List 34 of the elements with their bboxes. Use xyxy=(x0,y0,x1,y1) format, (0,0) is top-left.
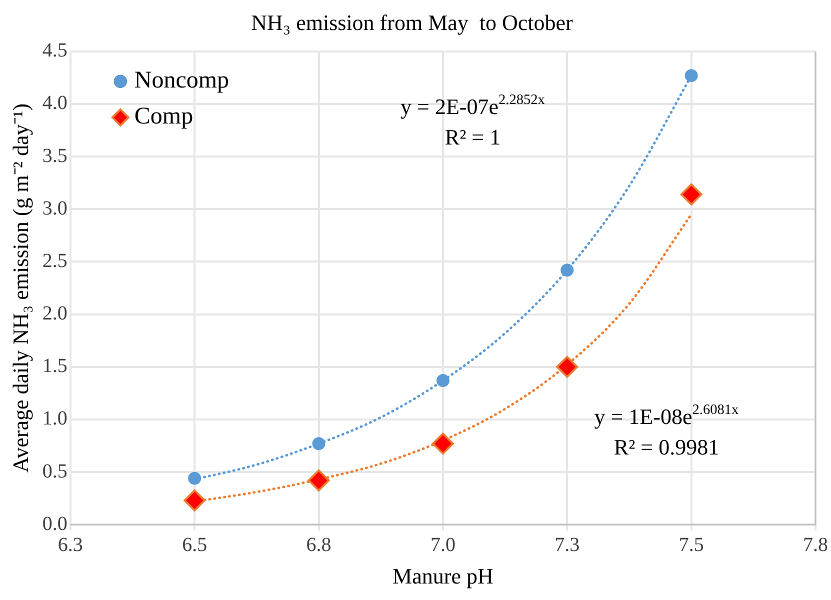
y-tick-label: 2.0 xyxy=(42,302,68,325)
point xyxy=(556,356,578,378)
x-axis-title: Manure pH xyxy=(392,564,494,589)
x-tick-label: 6.8 xyxy=(306,534,332,556)
x-tick-label: 6.5 xyxy=(182,534,208,556)
point xyxy=(680,183,702,206)
point xyxy=(432,432,454,455)
point xyxy=(560,264,574,277)
y-tick-label: 4.5 xyxy=(42,40,68,62)
y-tick-label: 3.5 xyxy=(42,144,68,167)
y-tick-label: 2.5 xyxy=(42,250,68,272)
x-tick-label: 7.8 xyxy=(803,534,828,556)
point xyxy=(312,437,326,450)
x-tick-label: 6.3 xyxy=(58,534,83,556)
x-tick-label: 7.3 xyxy=(554,534,580,556)
y-tick-label: 3.0 xyxy=(42,197,68,220)
y-tick-label: 1.0 xyxy=(42,408,68,430)
x-tick-label: 7.5 xyxy=(678,534,704,556)
point xyxy=(188,472,202,485)
legend-label: Comp xyxy=(134,104,194,130)
point xyxy=(684,69,698,82)
x-tick-label: 7.0 xyxy=(430,534,456,556)
y-tick-label: 4.0 xyxy=(42,92,68,114)
annotation: R² = 0.9981 xyxy=(614,434,720,460)
point xyxy=(436,374,450,388)
y-tick-label: 1.5 xyxy=(42,355,68,378)
point xyxy=(184,489,206,512)
y-axis-title: Average daily NH₃ emission (g m⁻² day⁻¹) xyxy=(8,103,33,473)
y-tick-label: 0.5 xyxy=(42,460,68,482)
legend-label: Noncomp xyxy=(134,68,230,94)
y-tick-label: 0.0 xyxy=(42,512,68,535)
point xyxy=(308,469,330,492)
annotation: R² = 1 xyxy=(444,124,501,150)
chart-title: NH₃ emission from May to October xyxy=(251,10,574,35)
